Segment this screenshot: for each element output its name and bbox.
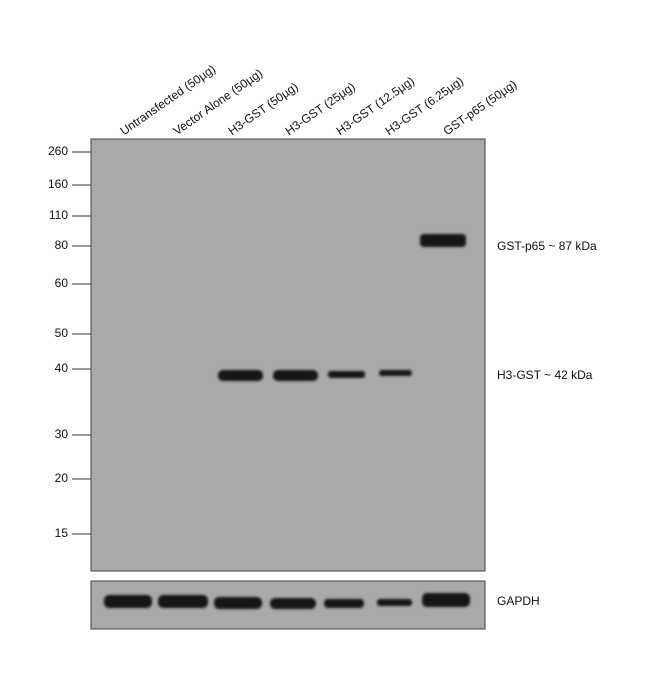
band [420,234,466,247]
band [158,595,208,608]
loading-control-label: GAPDH [497,594,540,608]
band [104,595,152,608]
lane-label: Vector Alone (50µg) [171,66,266,138]
marker-ladder: 260 160 110 80 60 50 40 30 20 15 [48,144,91,540]
marker-label: 80 [55,238,69,252]
marker-label: 20 [55,471,69,485]
band-annotation: H3-GST ~ 42 kDa [497,368,593,382]
marker-label: 60 [55,276,69,290]
band [273,370,318,381]
marker-label: 260 [48,144,68,158]
marker-label: 160 [48,177,68,191]
band [328,371,365,378]
band [422,593,470,607]
band [379,370,412,376]
marker-label: 40 [55,361,69,375]
marker-label: 50 [55,326,69,340]
marker-label: 110 [49,208,68,222]
marker-label: 15 [55,526,69,540]
band [218,370,263,381]
band-annotation: GST-p65 ~ 87 kDa [497,239,597,253]
marker-label: 30 [55,427,69,441]
band [324,599,364,608]
lane-label: Untransfected (50µg) [118,62,219,138]
band [214,597,262,609]
band [377,599,412,606]
band [270,598,316,609]
blot-membrane [90,138,486,572]
bands [104,234,470,609]
